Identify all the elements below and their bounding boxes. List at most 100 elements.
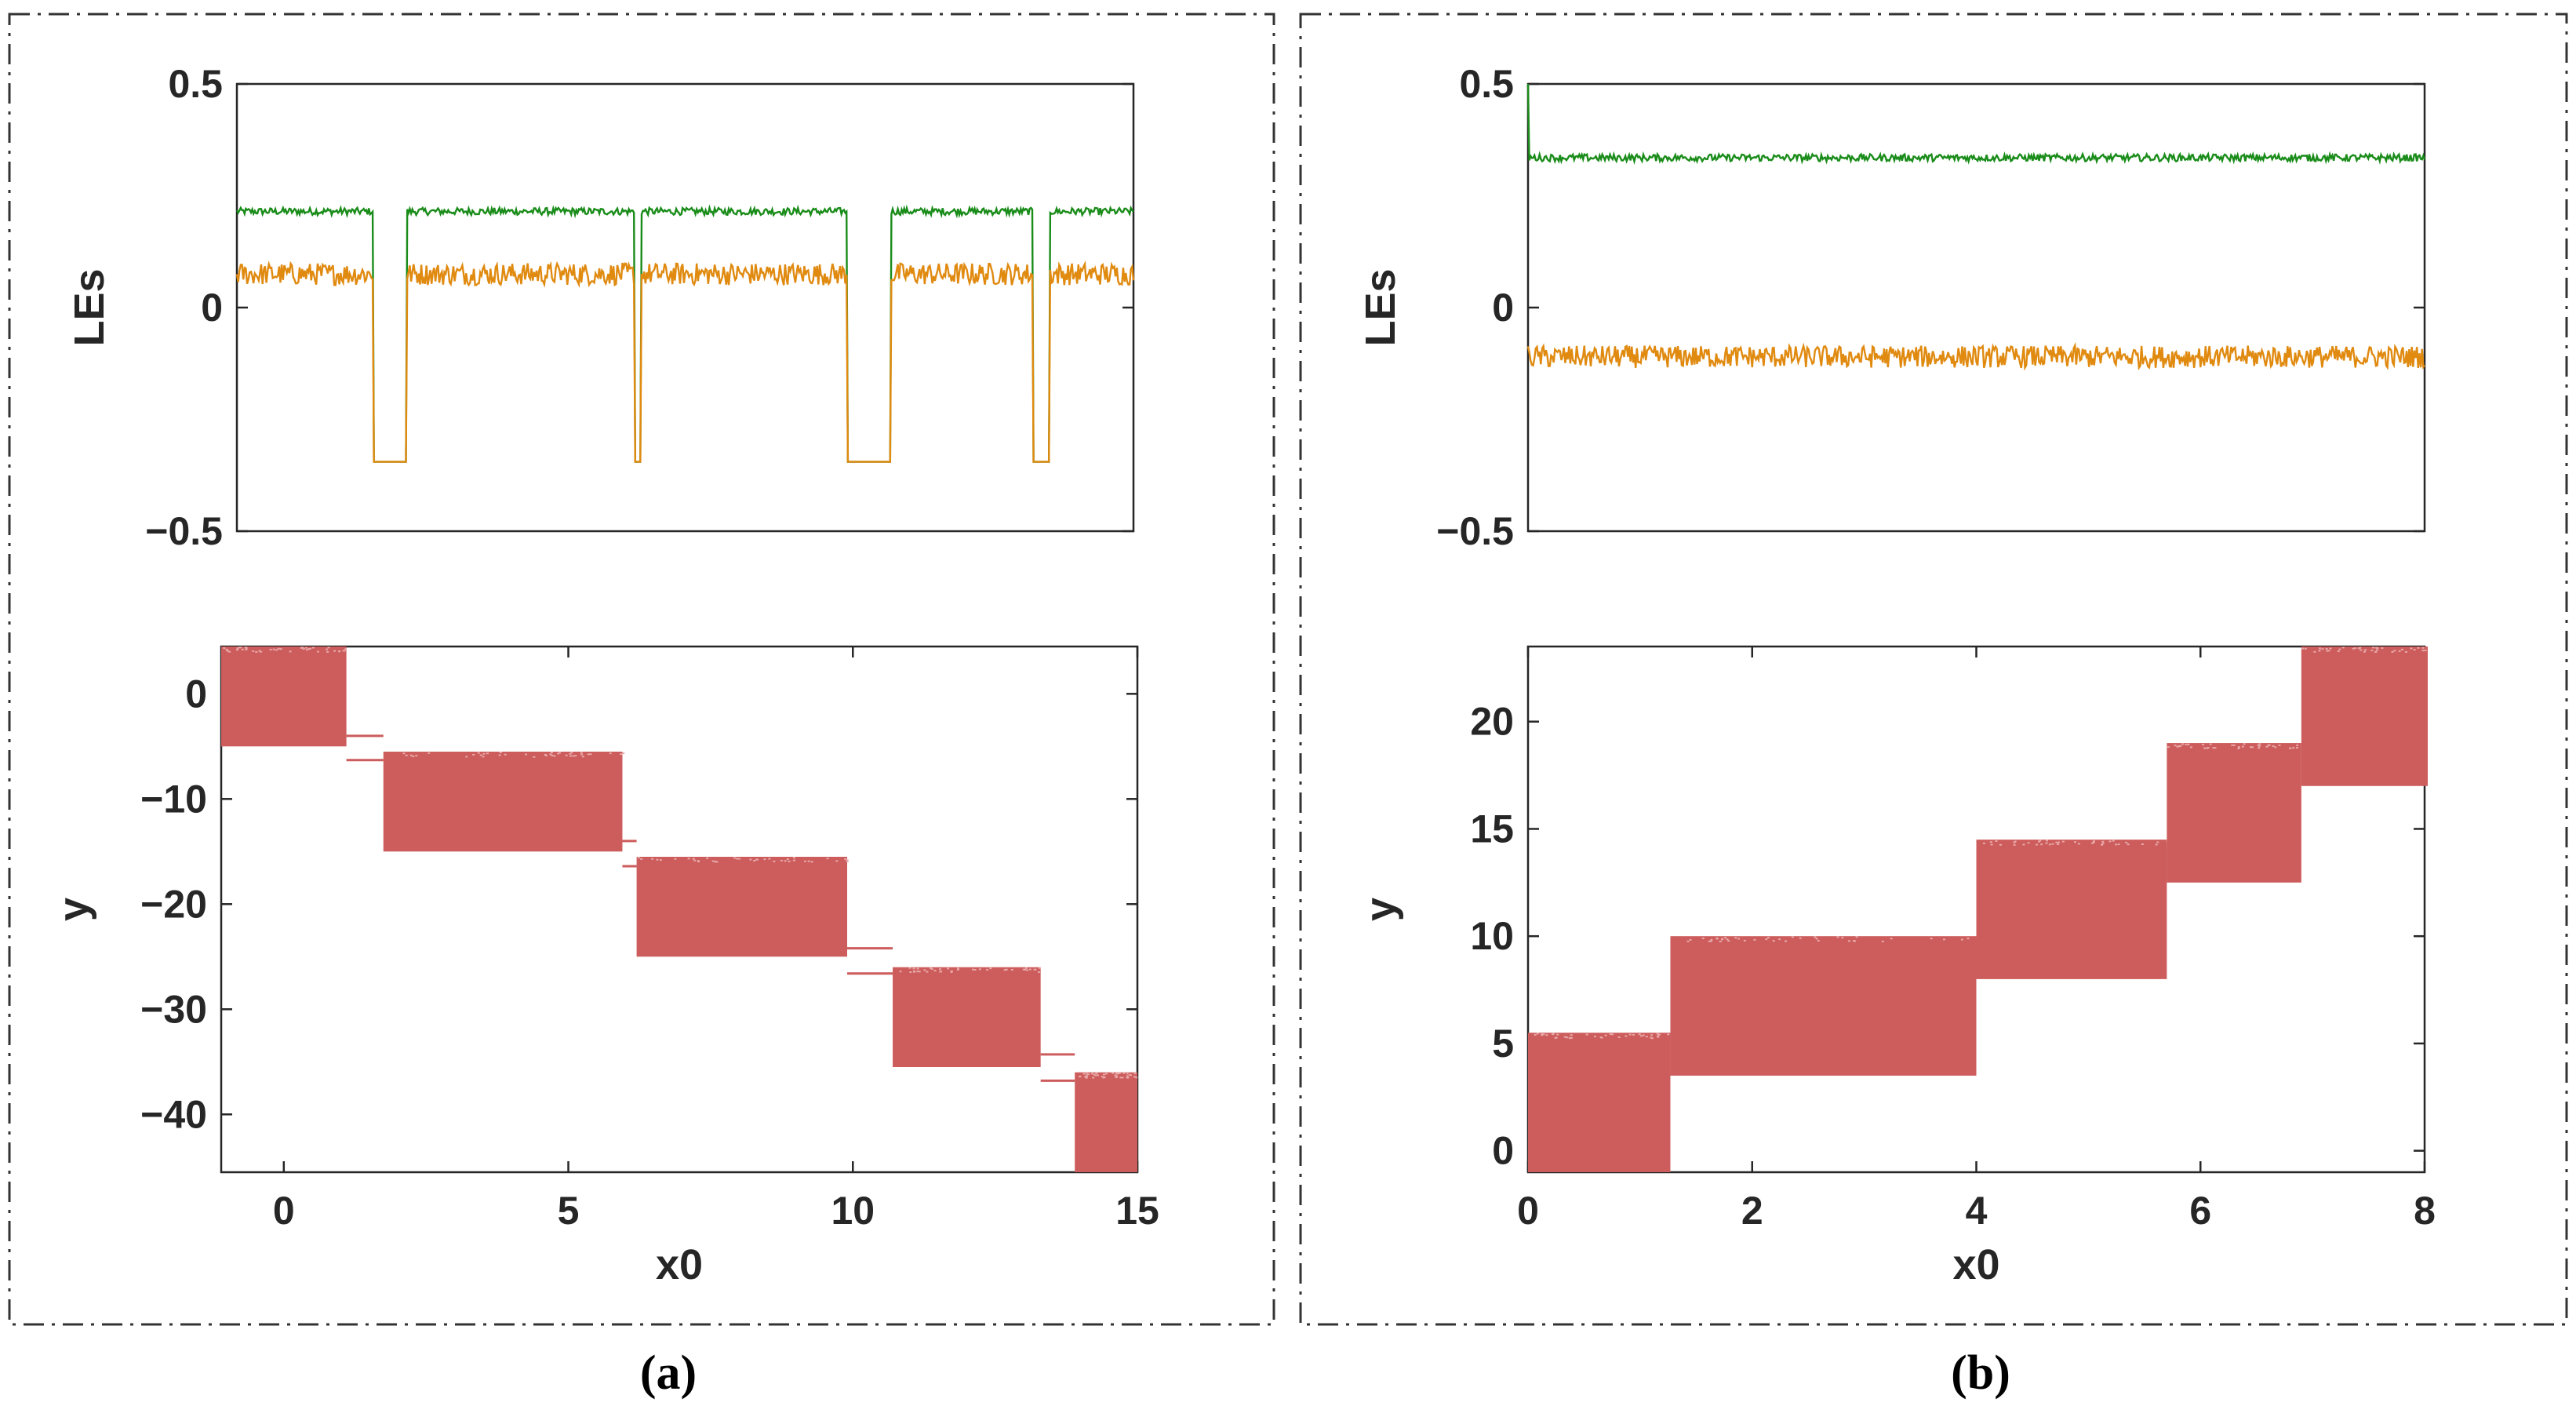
panel-a-bottom-speckle xyxy=(711,860,715,862)
panel-b-bottom-speckle xyxy=(1766,937,1770,939)
panel-b-bottom-speckle xyxy=(2207,747,2210,749)
panel-a-bottom-speckle xyxy=(912,970,915,972)
panel-a-top-ytick-label: −0.5 xyxy=(145,509,223,553)
panel-a-bottom-speckle xyxy=(1024,967,1028,969)
panel-b-bottom-speckle xyxy=(2185,743,2188,745)
panel-a-bottom-speckle xyxy=(326,650,329,653)
panel-a-bottom-speckle xyxy=(733,857,737,859)
panel-b-bottom-speckle xyxy=(1628,1033,1632,1036)
panel-b-bottom-speckle xyxy=(1556,1033,1559,1036)
panel-a-bottom-speckle xyxy=(939,968,942,971)
panel-b-bottom-speckle xyxy=(1689,938,1692,941)
panel-a-bottom-ytick-label: −20 xyxy=(140,882,207,926)
panel-a-bottom-speckle xyxy=(486,752,489,755)
panel-b-bottom-speckle xyxy=(2337,650,2340,653)
panel-b-bottom-speckle xyxy=(2092,841,2095,843)
panel-a-bottom-speckle xyxy=(656,858,659,861)
panel-b-bottom-speckle xyxy=(2258,747,2261,749)
panel-a-bottom-speckle xyxy=(973,969,977,971)
panel-a-bottom-speckle xyxy=(674,858,677,860)
panel-a-bottom-speckle xyxy=(402,752,406,755)
panel-b-bottom-speckle xyxy=(1554,1036,1557,1039)
panel-a-bottom-speckle xyxy=(1129,1073,1132,1076)
panel-a-bottom-speckle xyxy=(916,967,919,970)
panel-b-bottom-speckle xyxy=(1570,1034,1573,1036)
panel-a-bottom-speckle xyxy=(498,754,501,756)
panel-a-bottom-speckle xyxy=(1094,1074,1097,1076)
panel-b-bottom-speckle xyxy=(2125,841,2128,843)
panel-a-bottom-speckle xyxy=(304,647,307,649)
panel-b-bottom-speckle xyxy=(1650,1034,1654,1036)
panel-a-bottom-speckle xyxy=(909,971,912,973)
panel-a-bottom-speckle xyxy=(558,752,562,754)
panel-a-bottom-speckle xyxy=(252,650,255,652)
panel-b-bottom-speckle xyxy=(2327,650,2330,652)
panel-b-bottom-speckle xyxy=(2391,650,2394,653)
panel-a-bottom-speckle xyxy=(846,860,849,862)
panel-b-bottom-speckle xyxy=(2237,746,2240,749)
panel-b-bottom-speckle xyxy=(1642,1034,1645,1036)
panel-b-bottom-speckle xyxy=(2301,647,2305,650)
panel-a-bottom-speckle xyxy=(844,858,847,860)
panel-a-bottom-speckle xyxy=(327,647,330,649)
panel-b-bottom-speckle xyxy=(1716,938,1719,940)
panel-b-bottom-speckle xyxy=(1727,940,1730,942)
panel-a-bottom-speckle xyxy=(260,650,263,653)
panel-a-bottom-speckle xyxy=(225,648,228,650)
panel-a-bottom-speckle xyxy=(1101,1076,1104,1078)
panel-b-bottom-speckle xyxy=(1743,939,1746,942)
panel-b-bottom-speckle xyxy=(1719,940,1722,942)
panel-b-bottom-speckle xyxy=(2057,841,2060,843)
panel-b-bottom-speckle xyxy=(1625,1035,1628,1037)
panel-b-bottom-speckle xyxy=(2046,840,2049,842)
panel-a-bottom-speckle xyxy=(479,754,482,756)
panel-a-bottom-speckle xyxy=(986,969,989,971)
panel-b-bottom-speckle xyxy=(2101,843,2104,846)
panel-b-bottom-speckle xyxy=(1604,1034,1607,1036)
panel-a-bottom-speckle xyxy=(763,858,766,861)
panel-a-bottom-speckle xyxy=(223,647,226,650)
panel-b-bottom-speckle xyxy=(1815,938,1818,940)
panel-b-bottom-speckle xyxy=(2237,748,2240,750)
panel-a-bottom-speckle xyxy=(912,967,915,970)
panel-a-bottom-speckle xyxy=(908,967,911,969)
panel-b-bottom-speckle xyxy=(1982,842,1985,844)
panel-a-bottom-xtick-label: 5 xyxy=(558,1189,580,1233)
panel-b-bottom-speckle xyxy=(2014,840,2017,843)
panel-b-bottom-speckle xyxy=(1737,938,1741,940)
panel-b-bottom-speckle xyxy=(1645,1036,1648,1038)
panel-b-bottom-speckle xyxy=(2045,842,2048,844)
panel-a-bottom-speckle xyxy=(1115,1072,1119,1074)
panel-b-bottom-speckle xyxy=(2051,843,2054,845)
panel-a-bottom-speckle xyxy=(1033,968,1036,971)
panel-b-bottom-speckle xyxy=(1724,937,1727,939)
panel-a-bottom-speckle xyxy=(1087,1073,1090,1076)
panel-a-bottom-speckle xyxy=(1095,1072,1098,1074)
panel-a-bottom-speckle xyxy=(659,859,662,861)
panel-a-bottom-speckle xyxy=(826,858,829,860)
panel-b-frame xyxy=(1299,13,2568,1326)
panel-a-bottom-speckle xyxy=(810,861,813,863)
panel-b-bottom-ytick-label: 0 xyxy=(1492,1129,1514,1173)
panel-b-bottom-speckle xyxy=(1551,1033,1554,1036)
panel-a-bottom-speckle xyxy=(277,647,280,650)
panel-b-bottom-speckle xyxy=(1734,937,1737,939)
panel-a-bottom-speckle xyxy=(1126,1073,1129,1075)
panel-b-bottom-attractor-points xyxy=(1528,647,2428,1172)
panel-b-bottom-speckle xyxy=(1814,936,1817,938)
panel-b-bottom-speckle xyxy=(1657,1036,1660,1038)
panel-b-bottom-speckle xyxy=(1943,938,1946,941)
panel-a-bottom-speckle xyxy=(835,860,839,862)
panel-a-bottom-speckle xyxy=(302,648,305,650)
panel-a-bottom-speckle xyxy=(1026,969,1029,971)
panel-a-bottom-speckle xyxy=(753,860,756,862)
panel-b-bifurcation-chart: 0 5 10 15 20 0 2 4 6 8 y x0 xyxy=(1357,645,2436,1288)
panel-b-bottom-speckle xyxy=(1999,843,2002,846)
panel-b-bottom-speckle xyxy=(1611,1033,1614,1036)
panel-a-bottom-speckle xyxy=(589,753,592,756)
panel-a-bottom-speckle xyxy=(1092,1076,1095,1079)
panel-a-bottom-speckle xyxy=(1112,1072,1115,1074)
panel-b-bottom-speckle xyxy=(2338,648,2341,650)
panel-b-bottom-xtick-label: 0 xyxy=(1517,1189,1539,1233)
panel-b-bottom-speckle xyxy=(2174,745,2177,747)
